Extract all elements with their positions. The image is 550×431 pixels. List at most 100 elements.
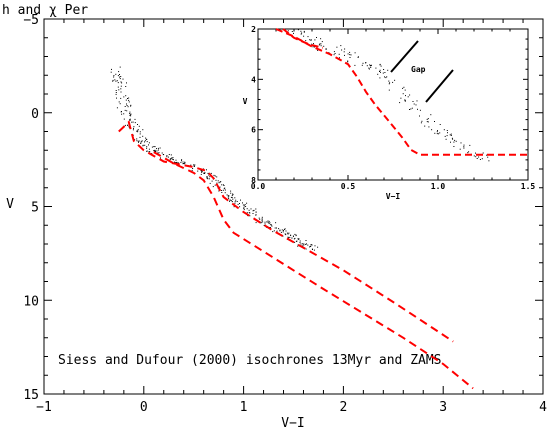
star-point <box>278 228 280 230</box>
star-point <box>137 130 139 132</box>
star-point <box>249 215 251 217</box>
star-point <box>168 154 170 155</box>
star-point <box>113 76 115 78</box>
star-point <box>402 87 404 89</box>
star-point <box>176 161 178 163</box>
star-point <box>230 200 232 202</box>
star-point <box>325 48 327 50</box>
star-point <box>291 31 293 32</box>
star-point <box>444 135 446 137</box>
star-point <box>140 142 141 144</box>
star-point <box>229 200 230 202</box>
star-point <box>192 168 194 169</box>
star-point <box>341 49 343 51</box>
star-point <box>387 69 389 71</box>
star-point <box>320 43 322 45</box>
star-point <box>283 229 285 230</box>
star-point <box>222 189 224 191</box>
star-point <box>361 64 363 66</box>
star-point <box>230 196 232 198</box>
star-point <box>419 115 420 117</box>
star-point <box>344 48 346 50</box>
star-point <box>380 65 382 67</box>
star-point <box>313 46 315 48</box>
star-point <box>260 222 262 224</box>
star-point <box>450 135 452 136</box>
star-point <box>248 212 250 214</box>
star-point <box>320 38 322 40</box>
star-point <box>110 71 112 73</box>
x-tick-label: 1 <box>240 400 248 415</box>
star-point <box>214 175 216 177</box>
star-point <box>184 162 186 164</box>
star-point <box>450 133 452 135</box>
star-point <box>231 201 233 203</box>
star-point <box>218 182 220 184</box>
star-point <box>451 137 453 139</box>
star-point <box>379 77 381 79</box>
star-point <box>481 158 483 160</box>
star-point <box>255 211 257 213</box>
star-point <box>216 176 218 178</box>
star-point <box>262 221 264 223</box>
star-point <box>206 169 207 171</box>
star-point <box>417 108 418 110</box>
star-point <box>126 110 128 112</box>
star-point <box>389 82 391 84</box>
star-point <box>183 163 185 164</box>
star-point <box>468 151 470 153</box>
inset-y-axis-label: V <box>243 97 248 106</box>
star-point <box>120 111 122 113</box>
star-point <box>260 221 262 223</box>
star-point <box>194 164 196 166</box>
star-point <box>240 199 241 201</box>
star-point <box>129 111 131 113</box>
star-point <box>285 230 287 232</box>
star-point <box>144 144 146 146</box>
star-point <box>301 32 303 34</box>
star-point <box>201 170 203 172</box>
star-point <box>115 92 117 93</box>
star-point <box>380 71 381 73</box>
star-point <box>392 81 394 83</box>
x-tick-label: 2 <box>339 400 347 415</box>
star-point <box>282 231 284 233</box>
star-point <box>169 158 171 160</box>
inset-plot: V−I V Gap 0.0 0.5 1.0 1.5 2 4 6 8 <box>243 25 536 201</box>
star-point <box>311 244 313 246</box>
star-point <box>272 231 274 233</box>
star-point <box>120 76 122 77</box>
star-point <box>366 65 368 67</box>
star-point <box>357 56 359 58</box>
star-point <box>416 100 418 102</box>
star-point <box>379 71 380 72</box>
star-point <box>300 33 302 35</box>
star-point <box>403 86 405 88</box>
star-point <box>371 64 372 66</box>
star-point <box>146 147 148 149</box>
star-point <box>297 244 299 246</box>
star-point <box>243 209 245 211</box>
star-point <box>486 154 488 156</box>
star-point <box>437 130 438 132</box>
star-point <box>368 67 370 69</box>
star-point <box>231 197 233 199</box>
star-point <box>427 121 429 123</box>
star-point <box>175 159 177 161</box>
star-point <box>384 76 385 78</box>
star-point <box>132 129 134 131</box>
star-point <box>271 224 272 226</box>
star-point <box>255 214 257 216</box>
star-point <box>235 199 237 201</box>
star-point <box>124 109 126 111</box>
star-point <box>454 139 456 141</box>
star-point <box>310 244 312 245</box>
star-point <box>149 151 151 153</box>
star-point <box>221 192 223 193</box>
star-point <box>169 159 171 161</box>
star-point <box>154 150 155 152</box>
star-point <box>349 54 351 56</box>
star-point <box>121 82 123 84</box>
star-point <box>115 80 117 82</box>
star-point <box>177 162 179 164</box>
